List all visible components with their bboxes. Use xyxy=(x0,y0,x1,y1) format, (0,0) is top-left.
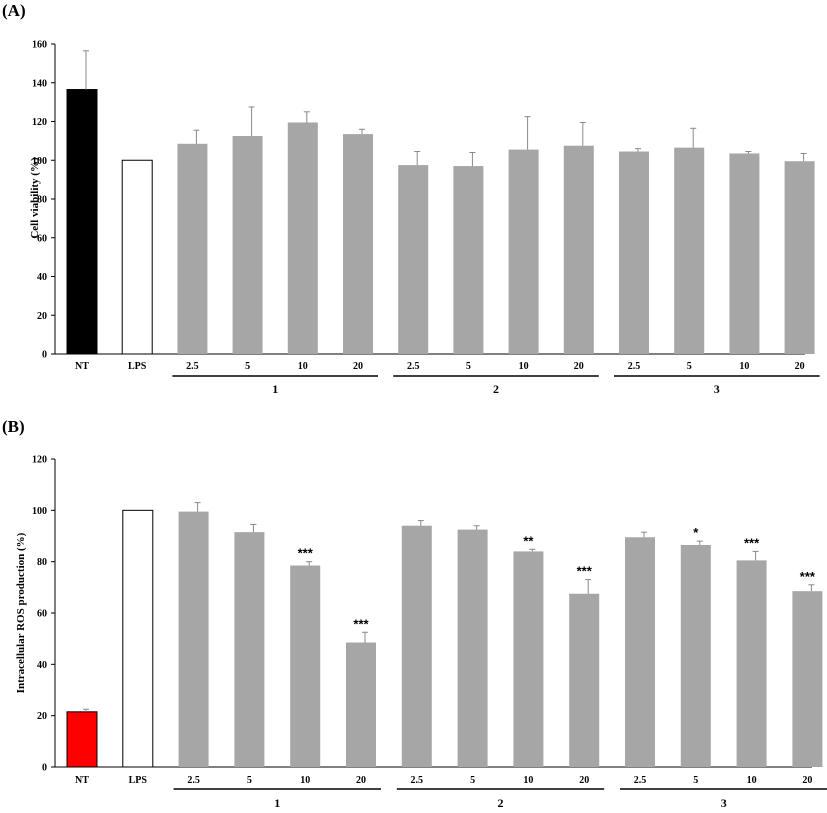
panel-a-label: (A) xyxy=(2,1,26,20)
panel-b-y-tick-label: 60 xyxy=(37,609,47,620)
panel-a-category-label: 10 xyxy=(739,361,749,372)
panel-b-category-label: NT xyxy=(75,775,89,786)
panel-a-bar xyxy=(121,159,153,355)
panel-a-y-tick-label: 100 xyxy=(32,156,47,167)
panel-a-category-label: 2.5 xyxy=(407,361,420,372)
panel-a-chart: (A) Cell viability (%) 02040608010012014… xyxy=(2,1,820,396)
panel-a-bar xyxy=(343,134,373,354)
panel-b-significance-label: *** xyxy=(298,546,314,561)
panel-b-y-tick-label: 20 xyxy=(37,711,47,722)
panel-b-y-tick-label: 80 xyxy=(37,557,47,568)
panel-b-bar xyxy=(513,551,544,767)
panel-a-category-label: 5 xyxy=(687,361,692,372)
panel-a-category-label: NT xyxy=(75,361,89,372)
panel-a-bar xyxy=(287,122,318,354)
panel-b-category-label: 20 xyxy=(802,775,812,786)
panel-a-y-tick-label: 80 xyxy=(37,195,47,206)
panel-b-bar xyxy=(122,509,154,768)
panel-a-bar xyxy=(674,147,705,354)
panel-b-category-label: 2.5 xyxy=(634,775,647,786)
panel-a-category-label: 20 xyxy=(353,361,363,372)
panel-a-y-tick-label: 60 xyxy=(37,233,47,244)
panel-a-category-label: 20 xyxy=(574,361,584,372)
panel-b-y-tick-label: 40 xyxy=(37,660,47,671)
panel-b-bar xyxy=(457,529,488,767)
panel-a-category-label: 20 xyxy=(795,361,805,372)
panel-b-group-label: 3 xyxy=(721,796,727,810)
panel-a-bar xyxy=(619,151,649,354)
panel-a-group-label: 2 xyxy=(493,382,499,396)
panel-b-group-label: 2 xyxy=(498,796,504,810)
panel-a-bar xyxy=(232,136,263,354)
panel-b-category-label: LPS xyxy=(129,775,148,786)
panel-a-y-tick-label: 120 xyxy=(32,117,47,128)
panel-a-bar xyxy=(453,166,484,354)
panel-b-category-label: 10 xyxy=(300,775,310,786)
panel-b-category-label: 10 xyxy=(747,775,757,786)
panel-b-bar xyxy=(234,532,265,767)
panel-b-category-label: 20 xyxy=(356,775,366,786)
panel-a-group-label: 3 xyxy=(714,382,720,396)
panel-a-bar xyxy=(784,161,815,354)
panel-b-significance-label: * xyxy=(693,525,699,540)
panel-b-y-tick-label: 0 xyxy=(42,763,47,774)
panel-b-chart: (B) Intracellular ROS production (%) 0 20… xyxy=(2,417,827,810)
panel-a-category-label: LPS xyxy=(128,361,147,372)
panel-b-y-tick-label: 120 xyxy=(32,455,47,466)
panel-a-y-tick-label: 140 xyxy=(32,78,47,89)
panel-b-category-label: 10 xyxy=(523,775,533,786)
panel-b-significance-label: *** xyxy=(744,535,760,550)
panel-a-category-label: 2.5 xyxy=(186,361,199,372)
panel-a-bar xyxy=(508,149,539,354)
panel-a-bar xyxy=(729,153,760,354)
panel-b-y-axis-label: Intracellular ROS production (%) xyxy=(15,532,27,693)
panel-a-y-axis-label: Cell viability (%) xyxy=(29,157,41,239)
panel-b-bar xyxy=(792,591,823,767)
panel-a-group-label: 1 xyxy=(272,382,278,396)
panel-b-bar xyxy=(401,525,432,767)
panel-a-y-tick-label: 0 xyxy=(42,350,47,361)
panel-b-bar xyxy=(290,565,321,767)
panel-b-label: (B) xyxy=(2,417,25,436)
panel-b-bar xyxy=(346,642,376,767)
panel-b-bar xyxy=(66,711,98,768)
panel-b-group-label: 1 xyxy=(274,796,280,810)
panel-a-y-tick-label: 40 xyxy=(37,272,47,283)
panel-b-bar xyxy=(680,544,711,767)
panel-b-category-label: 5 xyxy=(470,775,475,786)
panel-a-category-label: 5 xyxy=(466,361,471,372)
panel-a-category-label: 10 xyxy=(519,361,529,372)
panel-b-significance-label: ** xyxy=(523,533,534,548)
panel-a-bar xyxy=(563,145,594,354)
panel-b-bar xyxy=(569,593,600,767)
panel-a-bar xyxy=(66,89,98,355)
panel-a-bar xyxy=(177,143,208,354)
panel-b-category-label: 5 xyxy=(693,775,698,786)
panel-a-category-label: 2.5 xyxy=(628,361,641,372)
panel-a-y-tick-label: 20 xyxy=(37,311,47,322)
panel-a-bar xyxy=(398,165,429,354)
panel-b-significance-label: *** xyxy=(577,564,593,579)
panel-b-y-tick-label: 100 xyxy=(32,506,47,517)
panel-b-bar xyxy=(736,560,767,767)
panel-a-category-label: 10 xyxy=(298,361,308,372)
panel-b-category-label: 2.5 xyxy=(187,775,200,786)
panel-b-category-label: 2.5 xyxy=(411,775,424,786)
panel-b-significance-label: *** xyxy=(800,569,816,584)
panel-b-category-label: 5 xyxy=(247,775,252,786)
panel-a-y-tick-label: 160 xyxy=(32,40,47,51)
panel-b-bar xyxy=(178,511,209,767)
panel-a-category-label: 5 xyxy=(245,361,250,372)
panel-b-bar xyxy=(625,537,655,767)
panel-b-significance-label: *** xyxy=(353,616,369,631)
panel-b-category-label: 20 xyxy=(579,775,589,786)
